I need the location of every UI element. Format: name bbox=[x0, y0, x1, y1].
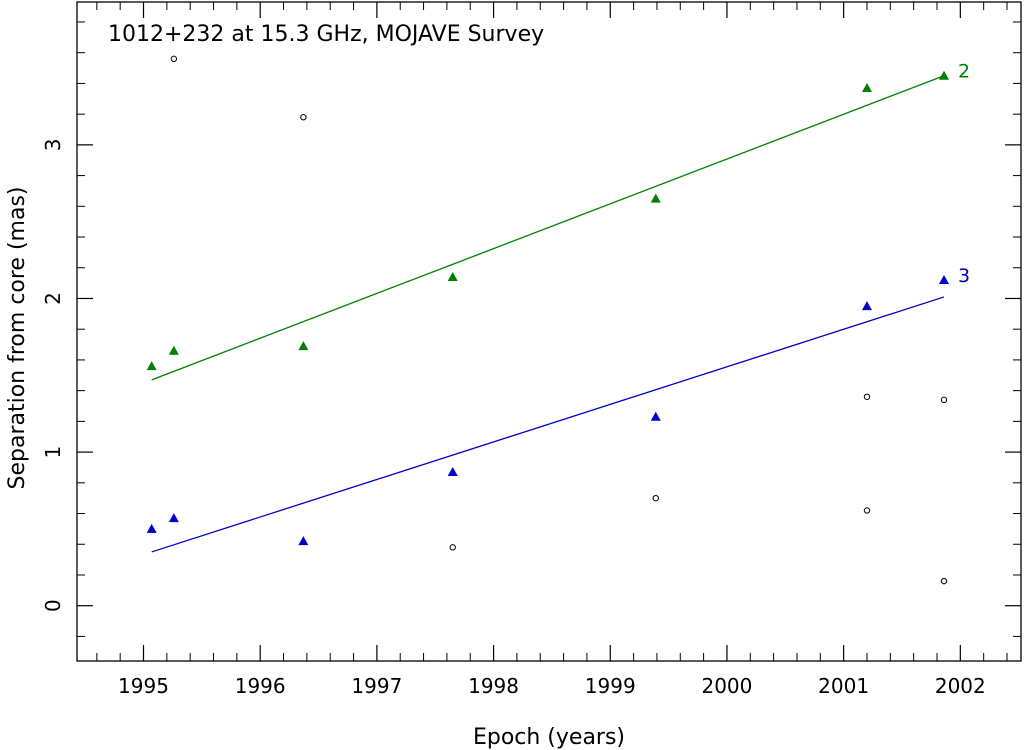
data-point-series-2 bbox=[146, 361, 157, 371]
data-point-component bbox=[652, 494, 659, 502]
data-point-series-3 bbox=[146, 523, 157, 533]
data-point-component bbox=[863, 393, 871, 400]
fit-line-series-2 bbox=[151, 75, 945, 381]
data-point-series-3 bbox=[447, 467, 458, 477]
y-tick-label: 3 bbox=[41, 138, 65, 151]
data-point-series-2 bbox=[298, 341, 309, 351]
data-point-component bbox=[940, 396, 948, 404]
x-tick-label: 2001 bbox=[818, 674, 869, 698]
data-point-component bbox=[170, 55, 178, 63]
x-tick-label: 2002 bbox=[935, 674, 986, 698]
data-point-series-3 bbox=[298, 536, 309, 546]
data-point-series-2 bbox=[168, 345, 179, 355]
data-point-series-3 bbox=[938, 275, 949, 285]
x-tick-label: 2000 bbox=[701, 674, 752, 698]
data-point-series-2 bbox=[938, 70, 949, 80]
series-labels: 23 bbox=[958, 61, 970, 287]
data-point-series-3 bbox=[650, 411, 661, 421]
data-point-component bbox=[863, 507, 871, 514]
x-tick-label: 1996 bbox=[235, 674, 286, 698]
chart-title: 1012+232 at 15.3 GHz, MOJAVE Survey bbox=[108, 22, 544, 47]
data-points bbox=[146, 55, 949, 585]
x-tick-label: 1999 bbox=[585, 674, 636, 698]
series-label-3: 3 bbox=[958, 265, 970, 287]
data-point-component bbox=[940, 577, 948, 585]
x-tick-label: 1997 bbox=[351, 674, 402, 698]
tick-labels: 1995 1996 1997 1998 1999 2000 2001 2002 0 1 2 3 bbox=[41, 138, 986, 698]
y-tick-label: 0 bbox=[41, 599, 65, 612]
data-point-series-3 bbox=[861, 301, 872, 311]
x-tick-label: 1995 bbox=[118, 674, 169, 698]
data-point-series-2 bbox=[650, 193, 661, 203]
y-tick-label: 2 bbox=[41, 292, 65, 305]
data-point-component bbox=[300, 114, 307, 121]
series-label-2: 2 bbox=[958, 61, 970, 83]
axis-ticks bbox=[77, 2, 1021, 661]
data-point-series-3 bbox=[168, 513, 179, 523]
data-point-component bbox=[449, 544, 456, 551]
x-axis-label: Epoch (years) bbox=[473, 725, 625, 750]
fit-line-series-3 bbox=[151, 296, 945, 553]
y-axis-label: Separation from core (mas) bbox=[5, 187, 30, 490]
data-point-series-2 bbox=[447, 271, 458, 281]
fit-lines bbox=[151, 75, 945, 553]
x-tick-label: 1998 bbox=[468, 674, 519, 698]
plot-frame bbox=[76, 1, 1022, 662]
y-tick-label: 1 bbox=[41, 446, 65, 459]
data-point-series-2 bbox=[861, 83, 872, 93]
